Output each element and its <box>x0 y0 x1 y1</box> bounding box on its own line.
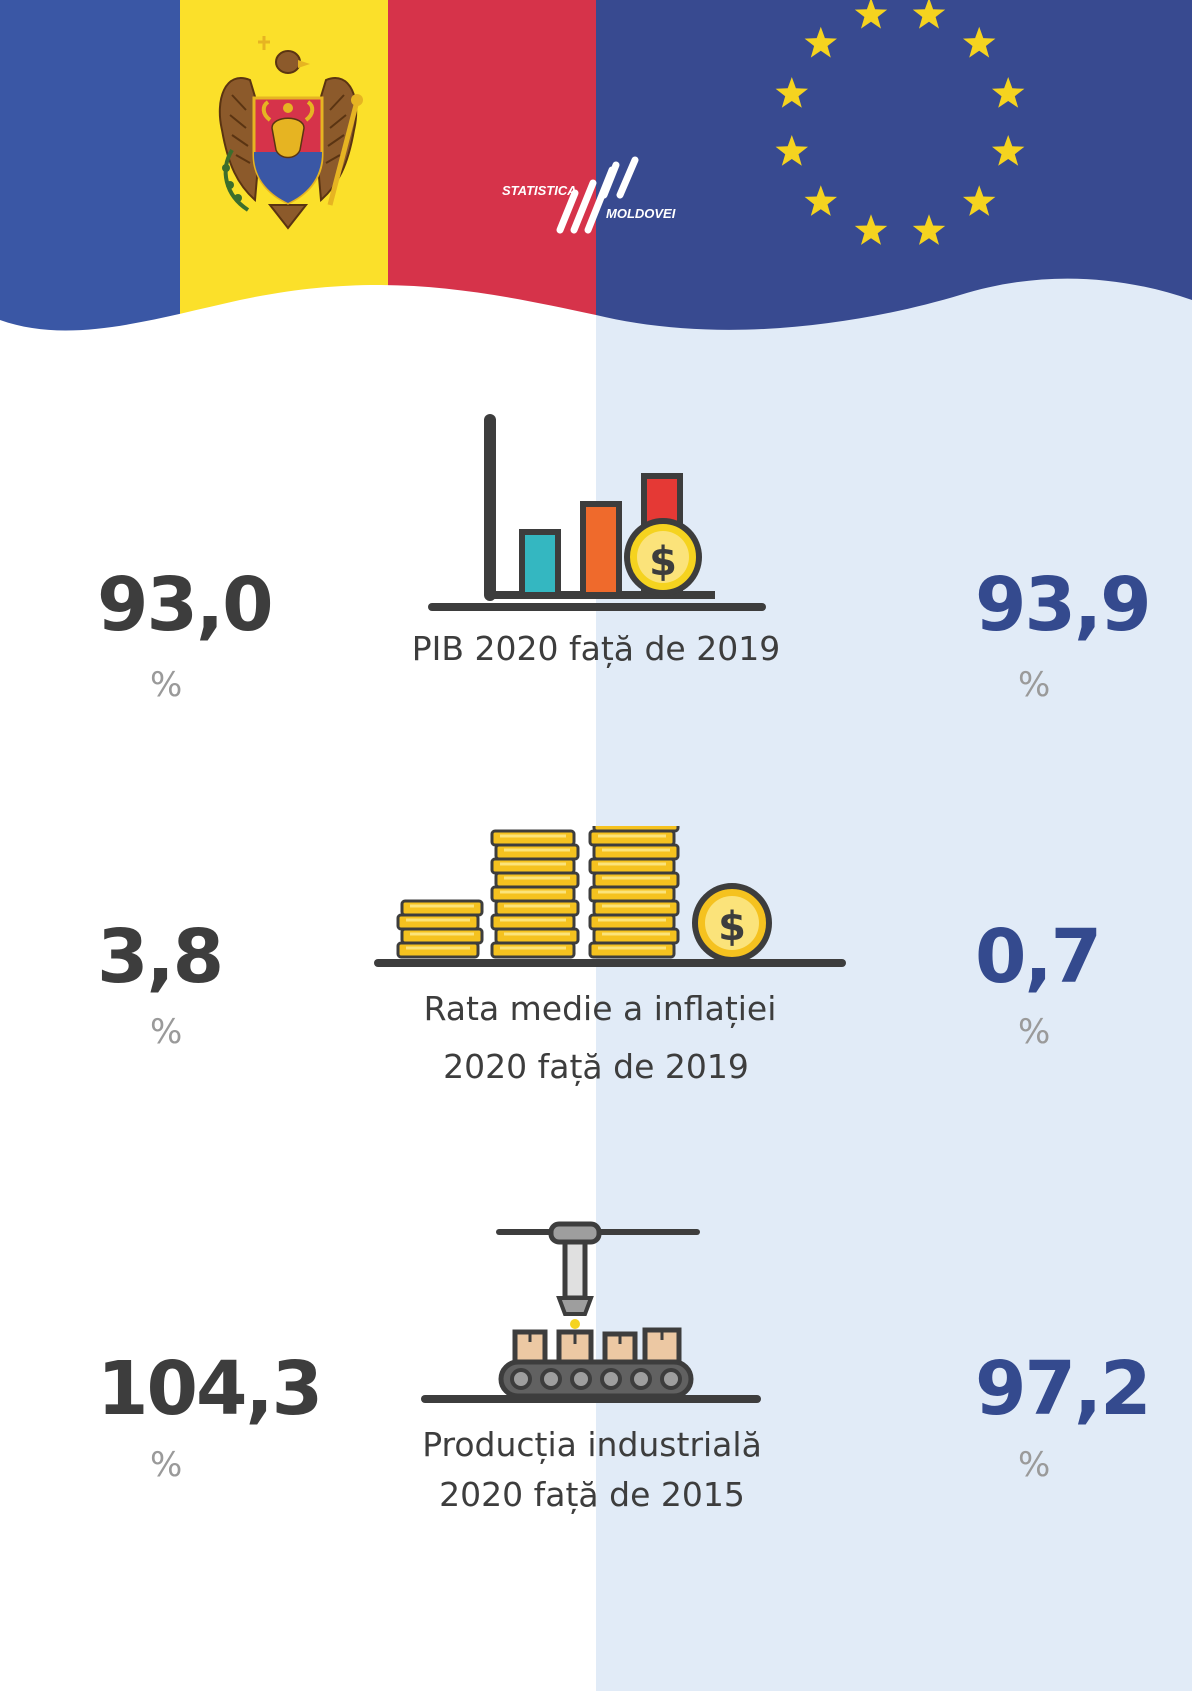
eu-star-icon <box>992 77 1025 108</box>
moldova-unit-gdp: % <box>150 665 183 705</box>
eu-value-gdp: 93,9 <box>975 562 1152 648</box>
coin-icon <box>592 843 680 861</box>
eu-unit-gdp: % <box>1018 665 1051 705</box>
moldova-flag-blue-stripe <box>0 0 180 331</box>
moldova-flag-red-stripe <box>388 0 596 331</box>
coin-icon <box>490 829 576 847</box>
moldova-coat-of-arms-icon <box>218 36 363 230</box>
eu-star-icon <box>963 26 996 58</box>
eu-star-icon <box>804 185 837 216</box>
coin-icon <box>592 927 680 945</box>
flags-header: STATISTICA MOLDOVEI <box>0 0 1192 331</box>
coin-icon <box>588 885 676 903</box>
indicator-label-industrial-line1: Producția industrială <box>422 1425 762 1464</box>
indicator-label-industrial-line2: 2020 față de 2015 <box>439 1475 745 1514</box>
roller-icon <box>660 1368 682 1390</box>
coin-icon <box>490 913 576 931</box>
coin-icon <box>588 829 676 847</box>
eu-star-icon <box>912 0 946 29</box>
roller-icon <box>510 1368 532 1390</box>
svg-text:$: $ <box>718 904 746 950</box>
indicator-label-inflation-line1: Rata medie a inflației <box>423 989 777 1028</box>
coin-icon <box>588 941 676 959</box>
coin-icon <box>490 857 576 875</box>
coin-icon <box>588 857 676 875</box>
statistica-moldovei-logo: STATISTICA MOLDOVEI <box>502 156 676 234</box>
eu-stars <box>775 0 1025 245</box>
coin-icon <box>490 941 576 959</box>
eu-value-inflation: 0,7 <box>975 914 1102 1000</box>
svg-text:$: $ <box>649 539 677 585</box>
eu-star-icon <box>992 135 1025 166</box>
coin-icon <box>592 871 680 889</box>
logo-line-2: MOLDOVEI <box>606 206 676 221</box>
eu-unit-inflation: % <box>1018 1012 1051 1052</box>
eu-value-industrial: 97,2 <box>975 1346 1152 1432</box>
coin-icon <box>400 899 484 917</box>
coin-icon <box>490 885 576 903</box>
eu-star-icon <box>912 214 946 245</box>
conveyor-belt-icon <box>421 1221 761 1403</box>
eu-star-icon <box>804 26 837 58</box>
coin-icon <box>588 913 676 931</box>
coin-icon <box>400 927 484 945</box>
coin-icon <box>494 843 580 861</box>
coin-icon <box>494 899 580 917</box>
coin-icon <box>396 913 480 931</box>
coin-icon <box>592 899 680 917</box>
eu-star-icon <box>854 214 888 245</box>
eu-star-icon <box>963 185 996 216</box>
roller-icon <box>570 1368 592 1390</box>
roller-icon <box>630 1368 652 1390</box>
coin-icon <box>494 871 580 889</box>
coin-stacks-icon: $ <box>374 826 846 967</box>
coin-icon <box>494 927 580 945</box>
moldova-unit-inflation: % <box>150 1012 183 1052</box>
coin-icon <box>592 826 680 833</box>
bar-chart-coin-icon: $ <box>428 414 766 611</box>
eu-star-icon <box>854 0 888 29</box>
indicator-label-gdp: PIB 2020 față de 2019 <box>411 629 781 668</box>
moldova-value-inflation: 3,8 <box>97 914 224 1000</box>
eu-star-icon <box>775 135 808 166</box>
indicator-label-inflation-line2: 2020 față de 2019 <box>443 1047 749 1086</box>
eu-star-icon <box>775 77 808 108</box>
roller-icon <box>600 1368 622 1390</box>
moldova-unit-industrial: % <box>150 1445 183 1485</box>
eu-flag-field <box>596 0 1192 331</box>
moldova-value-gdp: 93,0 <box>97 562 274 648</box>
coin-icon <box>396 941 480 959</box>
roller-icon <box>540 1368 562 1390</box>
eu-unit-industrial: % <box>1018 1445 1051 1485</box>
logo-line-1: STATISTICA <box>502 183 577 198</box>
moldova-value-industrial: 104,3 <box>97 1346 323 1432</box>
